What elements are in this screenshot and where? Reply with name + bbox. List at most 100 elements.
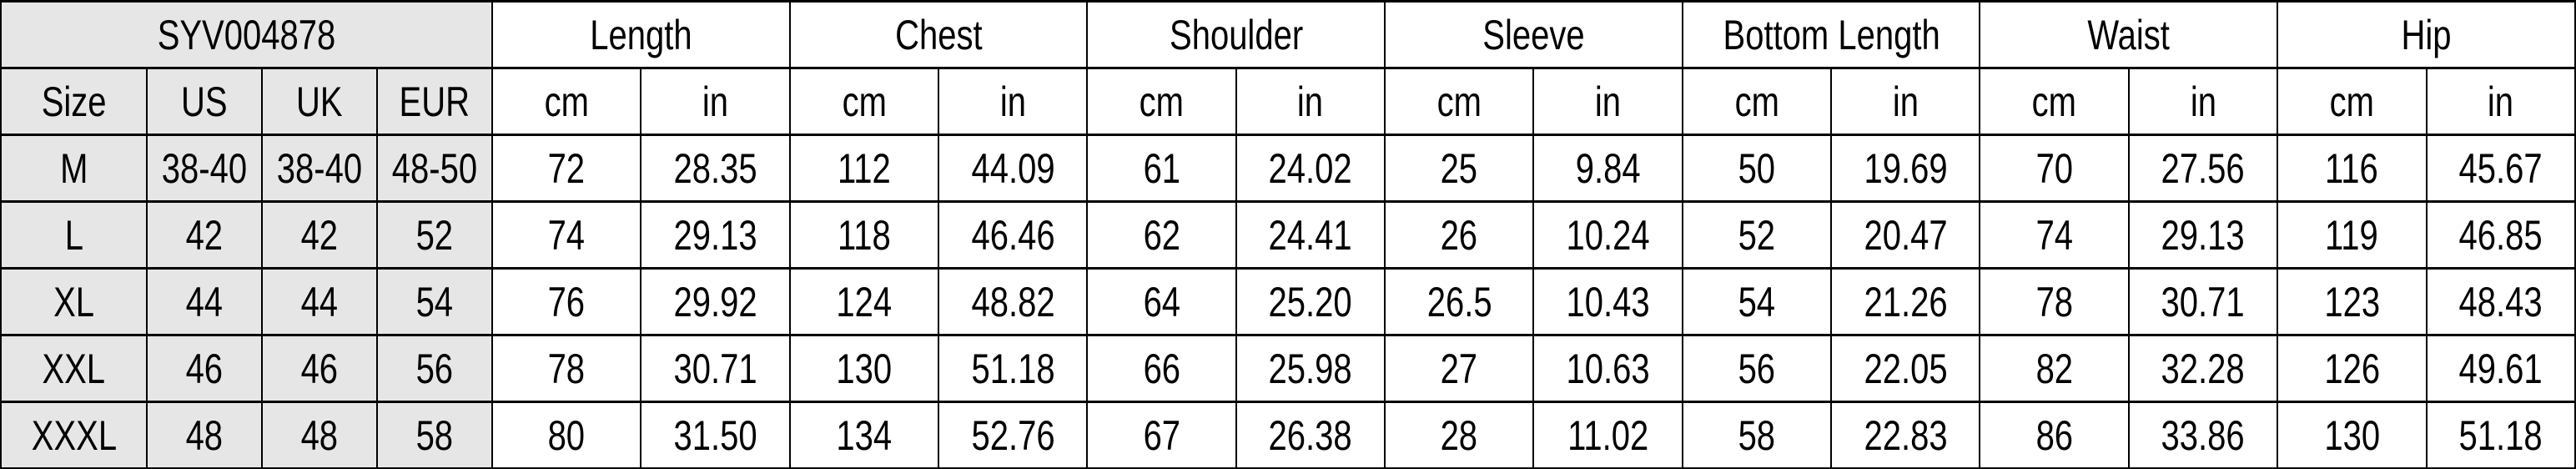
cell-sleeve-cm: 28 <box>1384 401 1535 469</box>
unit-label: in <box>1892 78 1919 125</box>
cell-text: 74 <box>547 211 586 259</box>
unit-header-hip-in: in <box>2425 67 2576 136</box>
uk-column-header: UK <box>261 67 378 136</box>
cell-text: 49.61 <box>2458 345 2543 392</box>
cell-sleeve-in: 11.02 <box>1532 401 1683 469</box>
cell-length-in: 31.50 <box>640 401 791 469</box>
cell-text: 50 <box>1738 144 1776 192</box>
cell-text: 48 <box>300 411 339 459</box>
cell-sleeve-cm: 27 <box>1384 334 1535 403</box>
cell-length-in: 29.13 <box>640 200 791 270</box>
cell-text: 52 <box>415 211 454 259</box>
cell-chest-in: 46.46 <box>938 200 1089 270</box>
cell-text: 134 <box>836 411 893 459</box>
cell-text: 56 <box>415 345 454 392</box>
cell-waist-in: 29.13 <box>2127 200 2279 270</box>
group-header-label: Chest <box>894 11 983 58</box>
group-header-bottom-length: Bottom Length <box>1681 0 1981 69</box>
cell-text: 44 <box>300 278 339 325</box>
cell-text: 26.5 <box>1426 278 1492 325</box>
unit-label: cm <box>2329 78 2374 125</box>
cell-text: 64 <box>1143 278 1180 325</box>
cell-shoulder-cm: 62 <box>1086 200 1237 270</box>
unit-label: in <box>2190 78 2216 125</box>
unit-header-waist-in: in <box>2127 67 2279 136</box>
cell-text: 32.28 <box>2161 345 2246 392</box>
cell-length-in: 30.71 <box>640 334 791 403</box>
cell-sleeve-in: 10.43 <box>1532 267 1683 336</box>
cell-text: 38-40 <box>276 144 363 192</box>
cell-text: 48.43 <box>2458 278 2543 325</box>
us-cell: 48 <box>146 401 263 469</box>
cell-text: 124 <box>836 278 893 325</box>
group-header-sleeve: Sleeve <box>1384 0 1683 69</box>
cell-text: 45.67 <box>2458 144 2543 192</box>
cell-sleeve-in: 10.24 <box>1532 200 1683 270</box>
us-cell: 38-40 <box>146 134 263 203</box>
size-cell: XL <box>0 267 148 336</box>
cell-shoulder-in: 24.02 <box>1235 134 1386 203</box>
cell-text: 26.38 <box>1268 411 1352 459</box>
cell-text: 51.18 <box>971 345 1055 392</box>
cell-sleeve-cm: 26.5 <box>1384 267 1535 336</box>
unit-label: in <box>1297 78 1324 125</box>
cell-text: 10.43 <box>1566 278 1650 325</box>
cell-text: 78 <box>547 345 586 392</box>
cell-text: 82 <box>2035 345 2073 392</box>
cell-text: 61 <box>1143 144 1180 192</box>
cell-shoulder-cm: 64 <box>1086 267 1237 336</box>
cell-text: 54 <box>1738 278 1776 325</box>
group-header-chest: Chest <box>788 0 1089 69</box>
cell-chest-in: 52.76 <box>938 401 1089 469</box>
group-header-label: Hip <box>2401 11 2452 58</box>
cell-text: 51.18 <box>2458 411 2543 459</box>
cell-text: 42 <box>300 211 339 259</box>
cell-text: 27 <box>1441 345 1478 392</box>
cell-text: 80 <box>547 411 586 459</box>
cell-text: 25 <box>1441 144 1478 192</box>
cell-text: 46.46 <box>971 211 1055 259</box>
unit-label: cm <box>2031 78 2077 125</box>
cell-text: 9.84 <box>1575 144 1641 192</box>
cell-text: 11.02 <box>1567 411 1649 459</box>
uk-cell: 48 <box>261 401 378 469</box>
header-label: Size <box>41 78 107 125</box>
cell-text: XXL <box>42 345 106 392</box>
cell-shoulder-in: 25.98 <box>1235 334 1386 403</box>
cell-text: 76 <box>547 278 586 325</box>
unit-header-bottom-length-cm: cm <box>1681 67 1833 136</box>
uk-cell: 44 <box>261 267 378 336</box>
cell-text: 112 <box>838 144 891 192</box>
cell-sleeve-cm: 25 <box>1384 134 1535 203</box>
cell-chest-in: 44.09 <box>938 134 1089 203</box>
cell-text: 78 <box>2035 278 2073 325</box>
cell-text: 30.71 <box>2161 278 2246 325</box>
uk-cell: 38-40 <box>261 134 378 203</box>
cell-hip-in: 51.18 <box>2425 401 2576 469</box>
group-header-label: Length <box>590 11 692 58</box>
cell-bottom-length-cm: 54 <box>1681 267 1833 336</box>
us-cell: 46 <box>146 334 263 403</box>
size-cell: XXXL <box>0 401 148 469</box>
unit-header-bottom-length-in: in <box>1830 67 1981 136</box>
cell-text: 130 <box>836 345 893 392</box>
cell-text: 86 <box>2035 411 2073 459</box>
unit-header-sleeve-in: in <box>1532 67 1683 136</box>
uk-cell: 42 <box>261 200 378 270</box>
cell-text: 48-50 <box>391 144 478 192</box>
cell-waist-in: 27.56 <box>2127 134 2279 203</box>
unit-header-chest-cm: cm <box>788 67 940 136</box>
unit-header-sleeve-cm: cm <box>1384 67 1535 136</box>
cell-text: 62 <box>1143 211 1180 259</box>
cell-waist-cm: 70 <box>1979 134 2130 203</box>
cell-text: 29.13 <box>673 211 757 259</box>
cell-text: 67 <box>1143 411 1180 459</box>
cell-text: 42 <box>185 211 224 259</box>
cell-chest-cm: 112 <box>788 134 940 203</box>
unit-header-row: Size US UK EUR cm in cm in cm in cm in c… <box>0 67 2576 136</box>
cell-text: 21.26 <box>1864 278 1948 325</box>
us-column-header: US <box>146 67 263 136</box>
unit-label: cm <box>842 78 887 125</box>
product-code: SYV004878 <box>157 11 336 58</box>
cell-text: XXXL <box>31 411 117 459</box>
